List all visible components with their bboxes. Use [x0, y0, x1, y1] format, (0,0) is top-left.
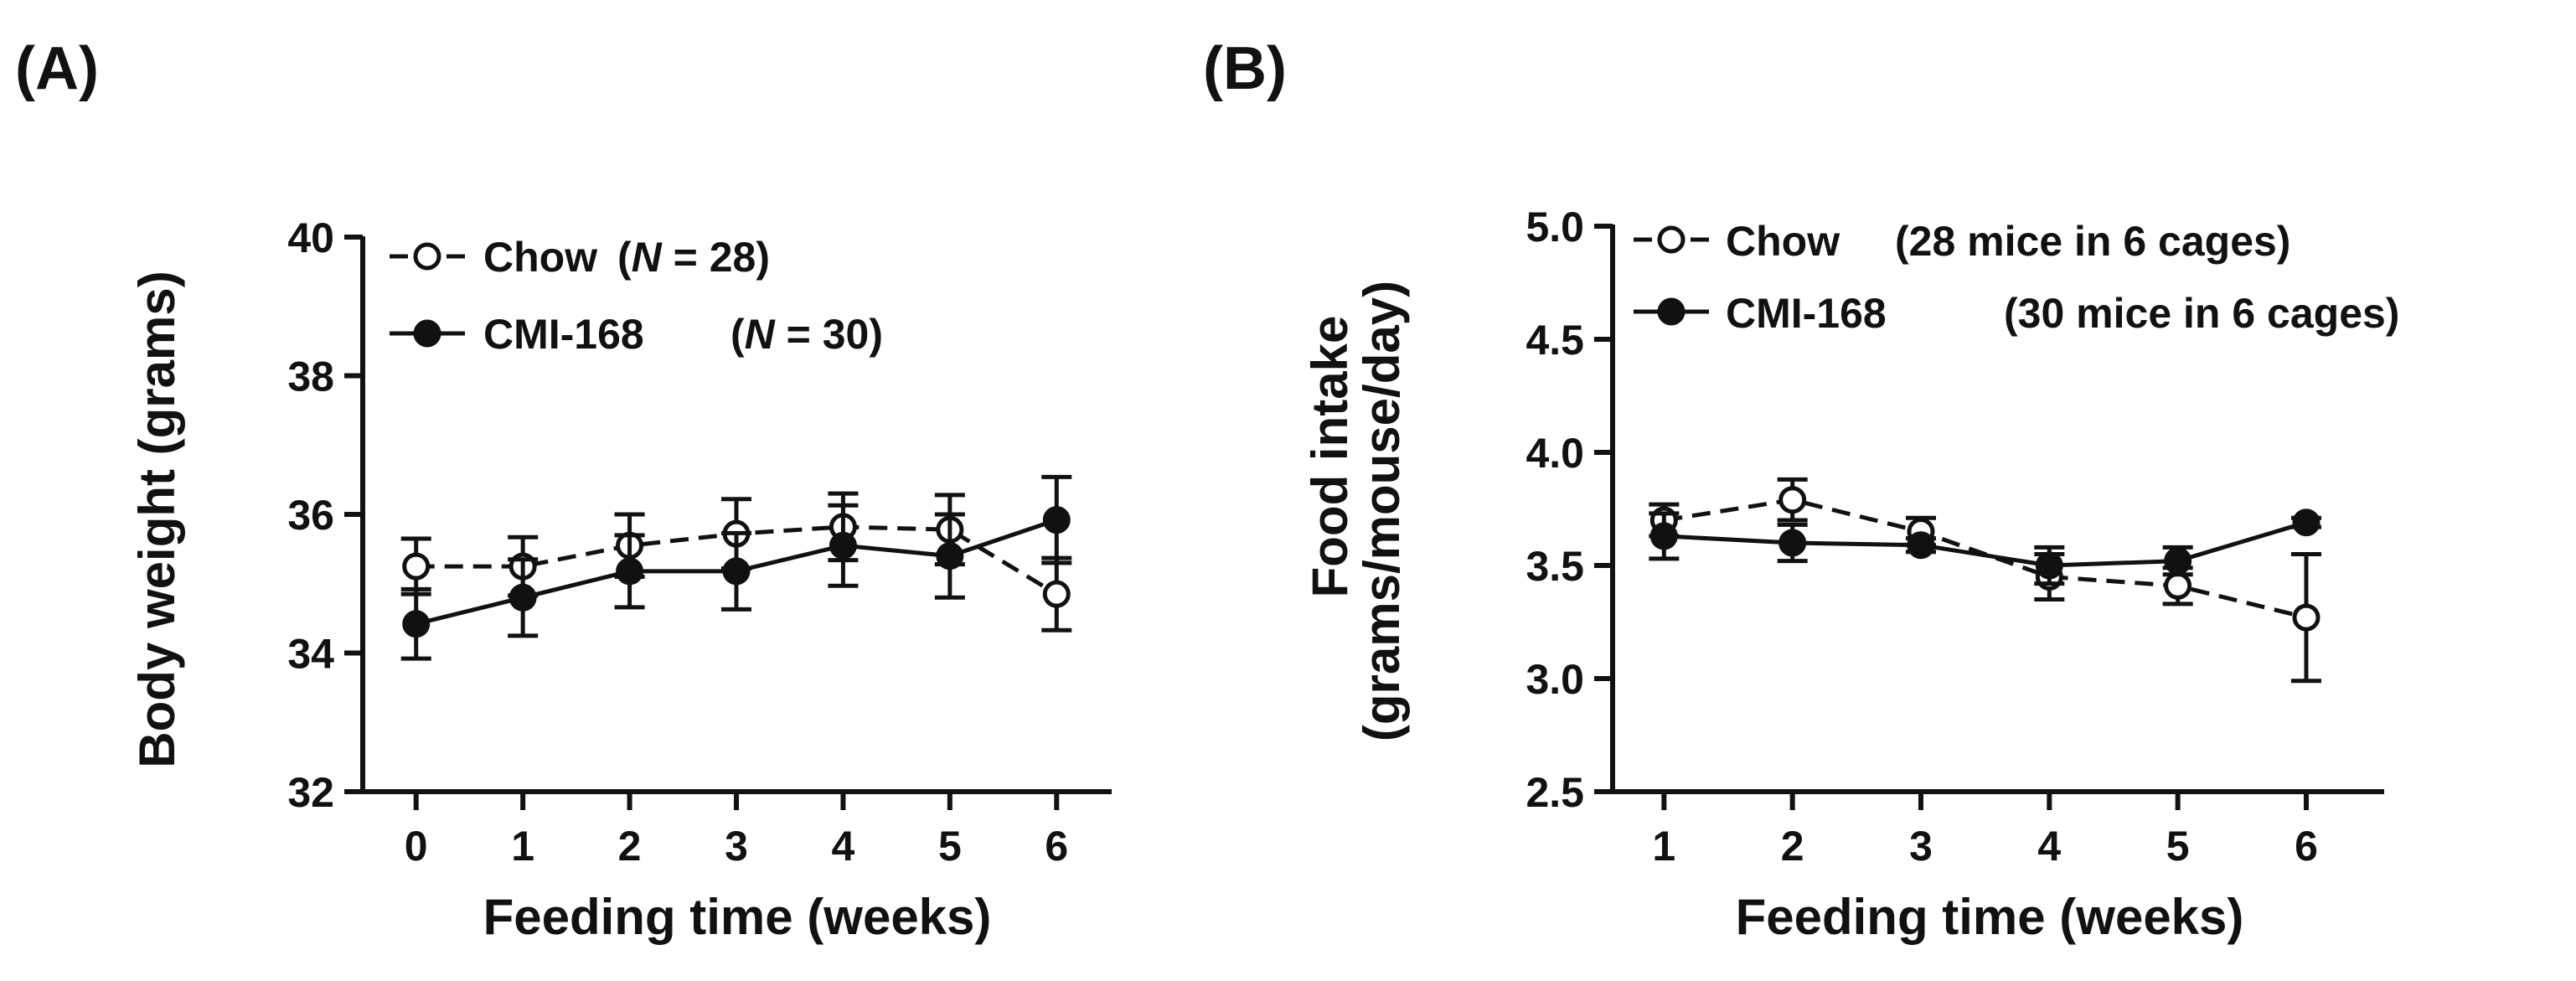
- panel-a-y-tick-label: 38: [287, 354, 334, 400]
- panel-b: (B) Food intake (grams/mouse/day) Feedin…: [1203, 35, 2399, 945]
- legend-a-chow-marker: [413, 242, 441, 271]
- panel-b-cmi-168-point: [2035, 551, 2063, 580]
- panel-a-y-tick-label: 34: [287, 631, 334, 678]
- legend-b-chow-note: (28 mice in 6 cages): [1895, 218, 2290, 265]
- legend-a-cmi-label: CMI-168: [483, 311, 644, 358]
- legend-a-cmi-note: (N = 30): [730, 311, 883, 358]
- panel-a-y-axis-title: Body weight (grams): [129, 271, 185, 767]
- panel-a-x-tick-label: 4: [832, 823, 855, 870]
- panel-b-cmi-168-point: [1778, 529, 1807, 557]
- panel-b-label: (B): [1203, 35, 1287, 102]
- panel-a-plot-area: [400, 474, 1072, 661]
- panel-b-cmi-168-point: [1907, 531, 1935, 560]
- panel-a-cmi-168-point: [1042, 506, 1071, 534]
- panel-b-y-axis-title-line2: (grams/mouse/day): [1354, 281, 1410, 741]
- panel-b-x-tick-label: 6: [2295, 823, 2318, 870]
- legend-b-chow-label: Chow: [1726, 218, 1840, 265]
- panel-a-x-tick-label: 3: [725, 823, 748, 870]
- panel-a-legend: Chow (N = 28) CMI-168 (N = 30): [390, 234, 883, 358]
- panel-b-x-tick-label: 3: [1909, 823, 1933, 870]
- legend-b-cmi-label: CMI-168: [1726, 290, 1887, 337]
- panel-a-x-tick-label: 5: [938, 823, 962, 870]
- panel-b-y-tick-label: 4.5: [1525, 317, 1584, 364]
- panel-b-x-tick-label: 2: [1781, 823, 1804, 870]
- panel-a-cmi-168-point: [936, 542, 964, 571]
- panel-b-chow-point: [2164, 571, 2192, 600]
- panel-a-y-tick-label: 32: [287, 769, 334, 816]
- panel-b-x-tick-label: 4: [2037, 823, 2061, 870]
- panel-b-ticks: 2.5 3.0 3.5 4.0 4.5 5.0 1 2 3 4 5 6: [1525, 204, 2317, 870]
- panel-a-cmi-168-point: [722, 557, 751, 586]
- panel-a-x-tick-label: 6: [1045, 823, 1068, 870]
- panel-a-x-axis-title: Feeding time (weeks): [483, 889, 992, 945]
- panel-b-chow-line: [1663, 498, 2307, 620]
- panel-b-x-tick-label: 1: [1652, 823, 1675, 870]
- panel-a-label: (A): [15, 35, 99, 102]
- panel-b-legend: Chow (28 mice in 6 cages) CMI-168 (30 mi…: [1634, 218, 2399, 337]
- panel-b-cmi-168-point: [1649, 522, 1678, 550]
- panel-a-cmi-168-point: [508, 583, 537, 612]
- panel-b-y-tick-label: 5.0: [1525, 204, 1584, 250]
- panel-a-y-tick-label: 36: [287, 492, 334, 539]
- legend-a-chow-note: (N = 28): [617, 234, 770, 281]
- panel-a-cmi-168-point: [402, 610, 431, 638]
- panel-b-plot-area: [1649, 477, 2321, 684]
- panel-a-cmi-168-point: [616, 557, 644, 586]
- panel-a-y-tick-label: 40: [287, 214, 334, 261]
- panel-b-y-axis-title-line1: Food intake: [1302, 316, 1358, 598]
- panel-a-x-tick-label: 0: [405, 823, 428, 870]
- legend-b-chow-marker: [1657, 225, 1685, 254]
- panel-a-x-tick-label: 2: [618, 823, 642, 870]
- legend-b-cmi-note: (30 mice in 6 cages): [2004, 290, 2399, 337]
- panel-b-cmi-168-point: [2292, 509, 2320, 537]
- panel-a-cmi-168-point: [829, 531, 857, 560]
- panel-b-x-tick-label: 5: [2166, 823, 2190, 870]
- legend-a-cmi-marker: [413, 319, 441, 348]
- panel-b-y-tick-label: 3.0: [1525, 656, 1584, 703]
- panel-a-x-tick-label: 1: [511, 823, 534, 870]
- panel-a: (A) Body weight (grams) Feeding time (we…: [15, 35, 1112, 945]
- legend-b-cmi-marker: [1657, 297, 1685, 326]
- panel-b-cmi-168-point: [2164, 547, 2192, 576]
- panel-b-chow-point: [1778, 486, 1807, 514]
- panel-b-x-axis-title: Feeding time (weeks): [1736, 889, 2244, 945]
- panel-b-y-tick-label: 4.0: [1525, 430, 1584, 477]
- legend-a-chow-label: Chow: [483, 234, 597, 281]
- panel-a-chow-point: [402, 552, 431, 581]
- panel-b-cmi-168-line: [1664, 520, 2307, 568]
- panel-b-chow-point: [2292, 603, 2320, 632]
- panel-b-y-tick-label: 3.5: [1525, 543, 1584, 590]
- panel-b-y-tick-label: 2.5: [1525, 769, 1584, 816]
- panel-a-chow-point: [1042, 580, 1071, 608]
